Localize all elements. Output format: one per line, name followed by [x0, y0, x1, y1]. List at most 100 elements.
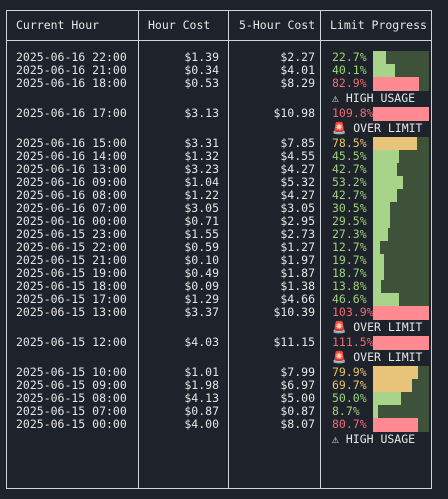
- progress-bar: [373, 64, 429, 78]
- row-hour: 2025-06-16 18:00: [16, 76, 127, 90]
- progress-bar-fill: [373, 267, 384, 281]
- row-hour-cost: $1.04: [184, 175, 219, 189]
- progress-bar-fill: [373, 77, 420, 91]
- usage-warning: ⚠ HIGH USAGE: [332, 432, 416, 446]
- row-hour: 2025-06-15 09:00: [16, 378, 127, 392]
- row-hour: 2025-06-15 21:00: [16, 253, 127, 267]
- progress-bar-fill: [373, 189, 398, 203]
- row-percent: 8.7%: [332, 404, 360, 418]
- row-five-hour-cost: $7.99: [280, 365, 315, 379]
- progress-bar: [373, 228, 429, 242]
- row-hour: 2025-06-15 13:00: [16, 305, 127, 319]
- progress-bar: [373, 176, 429, 190]
- row-five-hour-cost: $10.39: [273, 305, 315, 319]
- progress-bar-fill: [373, 51, 386, 65]
- row-percent: 42.7%: [332, 162, 367, 176]
- row-percent: 111.5%: [332, 335, 374, 349]
- row-hour-cost: $3.31: [184, 136, 219, 150]
- progress-bar-fill: [373, 366, 418, 380]
- row-percent: 50.0%: [332, 391, 367, 405]
- column-divider: [228, 10, 229, 489]
- row-hour-cost: $1.29: [184, 292, 219, 306]
- progress-bar: [373, 405, 429, 419]
- usage-warning: ⚠ HIGH USAGE: [332, 91, 416, 105]
- row-hour-cost: $0.49: [184, 266, 219, 280]
- row-five-hour-cost: $4.27: [280, 162, 315, 176]
- row-hour: 2025-06-15 23:00: [16, 227, 127, 241]
- row-hour-cost: $3.37: [184, 305, 219, 319]
- row-hour-cost: $1.98: [184, 378, 219, 392]
- row-percent: 103.9%: [332, 305, 374, 319]
- row-percent: 46.6%: [332, 292, 367, 306]
- row-hour-cost: $4.03: [184, 335, 219, 349]
- row-hour-cost: $0.71: [184, 214, 219, 228]
- progress-bar-fill: [373, 137, 418, 151]
- row-percent: 80.7%: [332, 417, 367, 431]
- row-hour: 2025-06-16 08:00: [16, 188, 127, 202]
- row-hour-cost: $0.87: [184, 404, 219, 418]
- row-hour-cost: $0.59: [184, 240, 219, 254]
- row-percent: 109.8%: [332, 106, 374, 120]
- row-hour-cost: $0.34: [184, 63, 219, 77]
- progress-bar-fill: [373, 107, 429, 121]
- row-hour: 2025-06-15 08:00: [16, 391, 127, 405]
- usage-warning: 🚨 OVER LIMIT: [332, 320, 423, 334]
- usage-warning: 🚨 OVER LIMIT: [332, 121, 423, 135]
- row-hour: 2025-06-16 07:00: [16, 201, 127, 215]
- progress-bar-fill: [373, 215, 390, 229]
- row-percent: 53.2%: [332, 175, 367, 189]
- progress-bar: [373, 336, 429, 350]
- row-five-hour-cost: $8.07: [280, 417, 315, 431]
- progress-bar-fill: [373, 392, 401, 406]
- row-hour-cost: $3.13: [184, 106, 219, 120]
- header-current-hour: Current Hour: [16, 18, 100, 32]
- progress-bar-fill: [373, 176, 403, 190]
- row-hour-cost: $0.53: [184, 76, 219, 90]
- row-hour-cost: $4.13: [184, 391, 219, 405]
- row-percent: 30.5%: [332, 201, 367, 215]
- row-five-hour-cost: $4.66: [280, 292, 315, 306]
- row-five-hour-cost: $1.87: [280, 266, 315, 280]
- progress-bar-fill: [373, 228, 389, 242]
- progress-bar: [373, 366, 429, 380]
- row-percent: 18.7%: [332, 266, 367, 280]
- row-percent: 82.9%: [332, 76, 367, 90]
- progress-bar: [373, 254, 429, 268]
- progress-bar: [373, 137, 429, 151]
- row-hour: 2025-06-16 09:00: [16, 175, 127, 189]
- row-five-hour-cost: $0.87: [280, 404, 315, 418]
- progress-bar-fill: [373, 280, 381, 294]
- row-five-hour-cost: $1.97: [280, 253, 315, 267]
- row-five-hour-cost: $3.05: [280, 201, 315, 215]
- row-five-hour-cost: $4.27: [280, 188, 315, 202]
- row-hour: 2025-06-15 17:00: [16, 292, 127, 306]
- row-hour-cost: $3.05: [184, 201, 219, 215]
- progress-bar: [373, 77, 429, 91]
- row-percent: 19.7%: [332, 253, 367, 267]
- header-limit-progress: Limit Progress: [330, 18, 427, 32]
- progress-bar-fill: [373, 64, 396, 78]
- progress-bar-fill: [373, 379, 413, 393]
- progress-bar-fill: [373, 336, 429, 350]
- progress-bar: [373, 51, 429, 65]
- header-divider: [6, 40, 432, 41]
- row-hour: 2025-06-16 00:00: [16, 214, 127, 228]
- row-hour: 2025-06-15 22:00: [16, 240, 127, 254]
- row-five-hour-cost: $5.00: [280, 391, 315, 405]
- row-hour: 2025-06-15 10:00: [16, 365, 127, 379]
- row-five-hour-cost: $6.97: [280, 378, 315, 392]
- row-percent: 29.5%: [332, 214, 367, 228]
- row-hour-cost: $1.55: [184, 227, 219, 241]
- row-percent: 12.7%: [332, 240, 367, 254]
- row-hour: 2025-06-15 12:00: [16, 335, 127, 349]
- progress-bar-fill: [373, 418, 419, 432]
- header-five-hour-cost: 5-Hour Cost: [239, 18, 316, 32]
- row-hour-cost: $1.22: [184, 188, 219, 202]
- row-hour-cost: $3.23: [184, 162, 219, 176]
- row-hour: 2025-06-16 13:00: [16, 162, 127, 176]
- row-five-hour-cost: $2.95: [280, 214, 315, 228]
- row-hour-cost: $0.09: [184, 279, 219, 293]
- row-hour-cost: $4.00: [184, 417, 219, 431]
- row-hour: 2025-06-16 14:00: [16, 149, 127, 163]
- row-hour-cost: $1.32: [184, 149, 219, 163]
